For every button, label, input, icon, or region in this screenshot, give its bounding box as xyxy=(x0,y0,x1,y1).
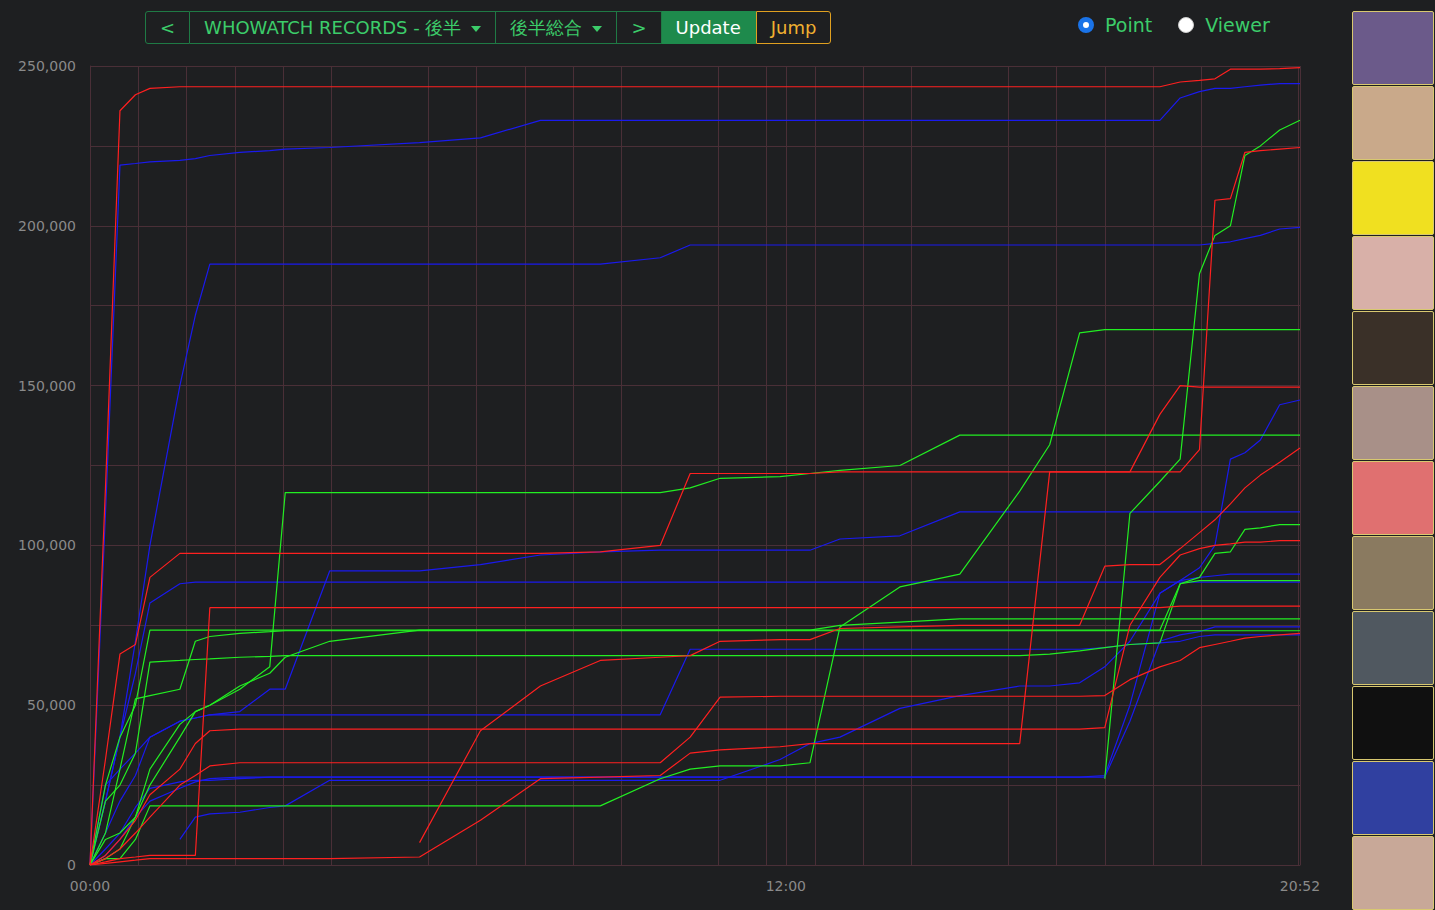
svg-text:200,000: 200,000 xyxy=(18,218,76,234)
svg-text:100,000: 100,000 xyxy=(18,537,76,553)
html-text:後半総合: 後半総合 xyxy=(510,17,583,38)
html-text:Point: Point xyxy=(1105,14,1153,36)
svg-text:00:00: 00:00 xyxy=(70,878,110,894)
html-text:Viewer: Viewer xyxy=(1205,14,1270,36)
html-text:Jump: Jump xyxy=(770,17,817,38)
svg-text:0: 0 xyxy=(67,857,76,873)
html-text:Update: Update xyxy=(675,17,741,38)
svg-text:150,000: 150,000 xyxy=(18,378,76,394)
svg-text:250,000: 250,000 xyxy=(18,58,76,74)
svg-text:50,000: 50,000 xyxy=(27,697,76,713)
html-text:WHOWATCH RECORDS - 後半: WHOWATCH RECORDS - 後半 xyxy=(204,17,462,38)
svg-text:20:52: 20:52 xyxy=(1280,878,1320,894)
svg-text:12:00: 12:00 xyxy=(766,878,806,894)
